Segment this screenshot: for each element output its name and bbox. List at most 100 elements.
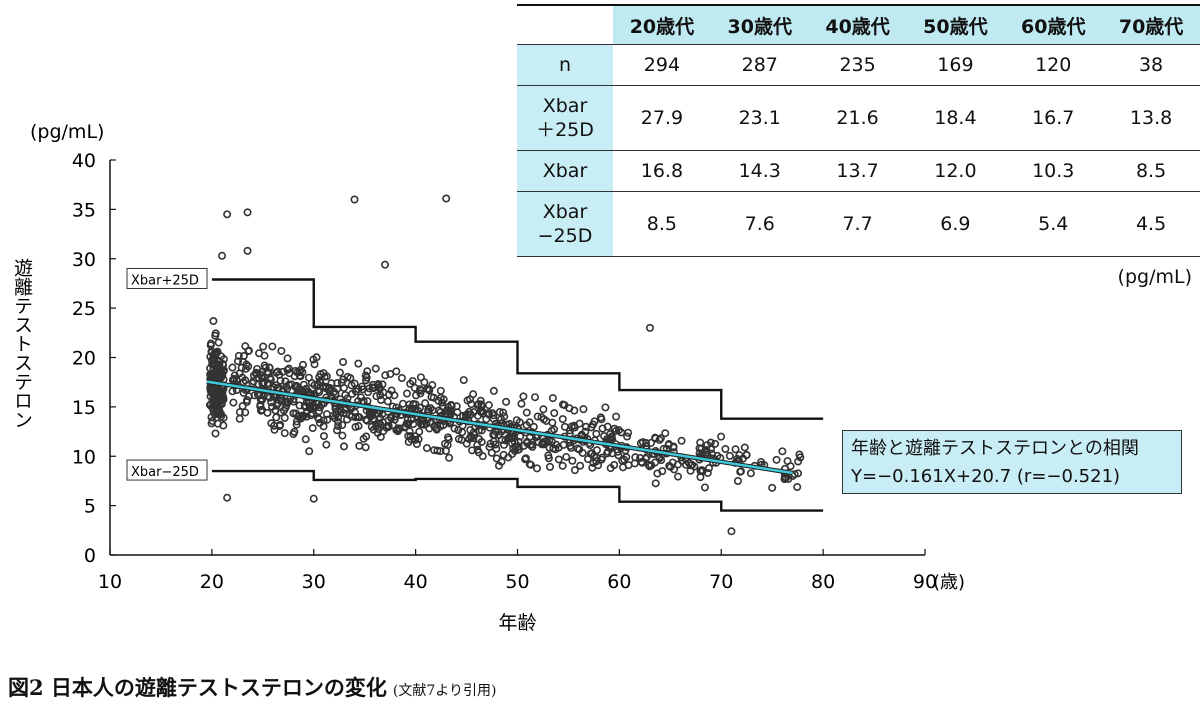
data-point: [434, 396, 443, 405]
data-point: [381, 371, 390, 380]
data-point: [405, 427, 414, 436]
data-point: [384, 421, 393, 430]
x-tick-label: 10: [98, 571, 122, 593]
data-point: [379, 388, 388, 397]
data-point: [347, 381, 356, 390]
data-point: [519, 392, 528, 401]
table-cell: 8.5: [646, 213, 678, 235]
data-point: [497, 415, 506, 424]
data-point: [259, 342, 268, 351]
data-point: [579, 405, 588, 414]
data-point: [489, 386, 498, 395]
data-point: [310, 404, 319, 413]
data-point: [364, 388, 373, 397]
data-point: [376, 414, 385, 423]
data-point: [208, 417, 217, 426]
step-label-box: [126, 267, 208, 289]
data-point: [280, 429, 289, 438]
data-point: [645, 462, 654, 471]
data-point: [238, 402, 247, 411]
data-point: [562, 452, 571, 461]
figure-caption: 図2 日本人の遊離テストステロンの変化 (文献7より引用): [8, 672, 496, 702]
y-tick-label: 30: [72, 249, 96, 271]
data-point: [422, 444, 431, 453]
data-point: [438, 402, 447, 411]
row-label: Xbar: [517, 150, 613, 192]
data-point: [495, 408, 504, 417]
data-point: [582, 422, 591, 431]
data-point: [402, 389, 411, 398]
data-point: [570, 466, 579, 475]
data-point: [436, 386, 445, 395]
data-point: [229, 398, 238, 407]
data-point: [489, 414, 498, 423]
data-point: [272, 413, 281, 422]
data-point: [265, 393, 274, 402]
data-point: [742, 451, 751, 460]
data-point: [727, 527, 736, 536]
data-point: [339, 358, 348, 367]
data-point: [283, 365, 292, 374]
data-point: [581, 427, 590, 436]
data-point: [401, 422, 410, 431]
table-cell: 14.3: [738, 160, 781, 182]
data-point: [409, 400, 418, 409]
data-point: [697, 444, 706, 453]
data-point: [331, 404, 340, 413]
data-point: [452, 402, 461, 411]
data-point: [289, 397, 298, 406]
data-point: [298, 360, 307, 369]
data-point: [319, 432, 328, 441]
data-point: [610, 424, 619, 433]
table-cell: 4.5: [1135, 213, 1167, 235]
data-point: [315, 388, 324, 397]
table-cell: 7.7: [842, 213, 873, 235]
data-point: [658, 467, 667, 476]
table-header: 40歳代: [808, 5, 907, 45]
data-point: [521, 455, 530, 464]
data-point: [410, 383, 419, 392]
y-tick-label: 25: [72, 298, 96, 320]
data-point: [295, 368, 304, 377]
data-point: [419, 420, 428, 429]
data-point: [538, 438, 547, 447]
table-cell: 18.4: [934, 107, 977, 129]
data-point: [241, 408, 250, 417]
data-point: [223, 493, 232, 502]
data-point: [234, 351, 243, 360]
data-point: [322, 410, 331, 419]
data-point: [548, 418, 557, 427]
data-point: [568, 456, 577, 465]
data-point: [473, 400, 482, 409]
data-point: [263, 379, 272, 388]
data-point: [372, 392, 381, 401]
data-point: [450, 424, 459, 433]
data-point: [486, 439, 495, 448]
table-cell: 12.0: [934, 160, 977, 182]
data-point: [291, 366, 300, 375]
data-point: [608, 449, 617, 458]
regression-annotation: 年齢と遊離テストステロンとの相関 Y=−0.161X+20.7 (r=−0.52…: [842, 430, 1182, 494]
table-header-row: 20歳代 30歳代 40歳代 50歳代 60歳代 70歳代: [517, 5, 1200, 45]
data-point: [721, 444, 730, 453]
data-point: [733, 476, 742, 485]
data-point: [489, 411, 498, 420]
data-point: [704, 464, 713, 473]
data-point: [717, 432, 726, 441]
data-point: [403, 415, 412, 424]
data-point: [207, 356, 216, 365]
data-point: [335, 368, 344, 377]
data-point: [546, 462, 555, 471]
data-point: [351, 422, 360, 431]
data-point: [583, 455, 592, 464]
table-row: Xbar −25D 8.5 7.6 7.7 6.9 5.4 4.5: [517, 191, 1200, 257]
data-point: [336, 404, 345, 413]
data-point: [257, 371, 266, 380]
data-point: [603, 449, 612, 458]
data-point: [636, 439, 645, 448]
data-point: [477, 408, 486, 417]
data-point: [253, 364, 262, 373]
data-point: [523, 437, 532, 446]
data-point: [206, 364, 215, 373]
